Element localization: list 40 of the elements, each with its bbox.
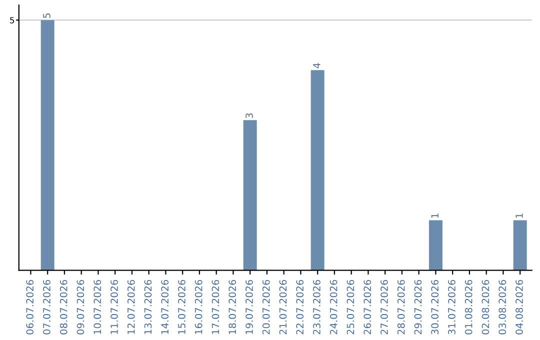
x-tick-label: 16.07.2026 (194, 280, 202, 334)
data-label: 4 (313, 63, 320, 68)
x-tick-label: 09.07.2026 (76, 280, 84, 334)
x-tick-label: 25.07.2026 (346, 280, 354, 334)
x-tick-label: 17.07.2026 (212, 280, 220, 334)
bar (428, 220, 442, 270)
x-tick-label: 15.07.2026 (178, 280, 186, 334)
x-tick-label: 18.07.2026 (228, 280, 236, 334)
x-tick-label: 06.07.2026 (26, 280, 34, 334)
x-tick-label: 03.08.2026 (498, 280, 506, 334)
x-tick-label: 19.07.2026 (246, 280, 253, 334)
x-tick-label: 30.07.2026 (431, 280, 439, 334)
x-tick-label: 29.07.2026 (414, 280, 422, 334)
x-tick-label: 01.08.2026 (464, 280, 472, 334)
x-tick-label: 14.07.2026 (161, 280, 169, 334)
data-label: 5 (43, 13, 50, 18)
x-tick-label: 21.07.2026 (279, 280, 287, 334)
x-tick-label: 04.08.2026 (516, 280, 523, 334)
x-tick-label: 27.07.2026 (380, 280, 388, 334)
x-tick-label: 07.07.2026 (43, 280, 50, 334)
x-tick-label: 08.07.2026 (60, 280, 68, 334)
x-tick-label: 20.07.2026 (262, 280, 270, 334)
x-tick-label: 28.07.2026 (397, 280, 405, 334)
x-tick-label: 12.07.2026 (127, 280, 135, 334)
x-tick-label: 22.07.2026 (296, 280, 304, 334)
data-label: 3 (246, 113, 253, 118)
x-tick-label: 11.07.2026 (110, 280, 118, 334)
data-label: 1 (516, 214, 523, 218)
bar (513, 220, 527, 270)
x-tick-label: 02.08.2026 (482, 280, 490, 334)
bar (243, 120, 257, 270)
bar (40, 20, 54, 270)
x-tick-label: 23.07.2026 (313, 280, 320, 334)
x-tick-label: 24.07.2026 (330, 280, 338, 334)
bar (310, 70, 324, 270)
x-tick-label: 31.07.2026 (448, 280, 456, 334)
x-tick-label: 13.07.2026 (144, 280, 152, 334)
x-tick-label: 26.07.2026 (364, 280, 372, 334)
x-tick-label: 10.07.2026 (94, 280, 102, 334)
data-label: 1 (431, 214, 438, 218)
